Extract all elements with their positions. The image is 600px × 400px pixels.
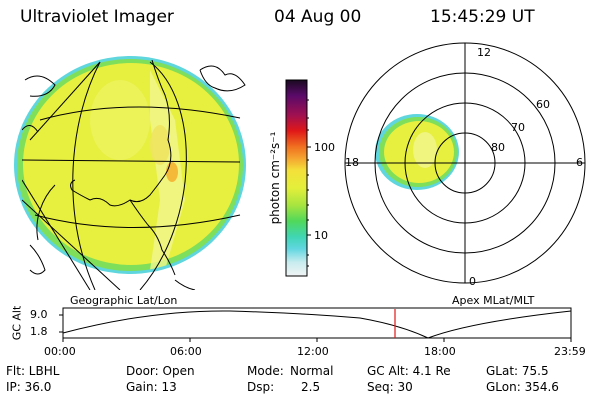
- observation-date: 04 Aug 00: [274, 7, 362, 27]
- info-gain: Gain: 13: [126, 380, 177, 394]
- info-mode-label: Mode:: [247, 364, 284, 378]
- info-glat: GLat: 75.5: [486, 364, 549, 378]
- info-filter: Flt: LBHL: [6, 364, 60, 378]
- timeline-xtick-1200: 12:00: [297, 345, 329, 358]
- altitude-curve: [62, 310, 572, 339]
- mlt-label-6: 6: [576, 156, 583, 169]
- colorbar-tick-100: 100: [314, 141, 335, 154]
- colorbar-tick-10: 10: [314, 229, 328, 242]
- apex-panel-title: Apex MLat/MLT: [452, 294, 535, 307]
- timeline-ytick-bottom: 1.8: [30, 325, 48, 338]
- timeline-xtick-0000: 00:00: [44, 345, 76, 358]
- mlt-label-0: 0: [469, 275, 476, 288]
- info-seq: Seq: 30: [367, 380, 413, 394]
- info-glon: GLon: 354.6: [486, 380, 559, 394]
- info-door: Door: Open: [126, 364, 195, 378]
- mlt-label-12: 12: [477, 46, 491, 59]
- instrument-title: Ultraviolet Imager: [20, 7, 174, 27]
- info-dsp-value: 2.5: [301, 380, 321, 394]
- mlat-label-80: 80: [491, 141, 505, 154]
- observation-time: 15:45:29 UT: [430, 7, 535, 27]
- mlat-label-70: 70: [511, 121, 525, 134]
- info-ip: IP: 36.0: [6, 380, 52, 394]
- timeline-frame: [62, 307, 572, 339]
- timeline-ylabel: GC Alt: [10, 305, 24, 341]
- mlat-label-60: 60: [536, 98, 550, 111]
- timeline-xtick-2359: 23:59: [554, 345, 586, 358]
- mlt-label-18: 18: [345, 156, 359, 169]
- info-dsp-label: Dsp:: [247, 380, 275, 394]
- timeline-xtick-1800: 18:00: [424, 345, 456, 358]
- timeline-xtick-0600: 06:00: [170, 345, 202, 358]
- info-mode-value: Normal: [290, 364, 334, 378]
- geo-map-lines: [22, 60, 246, 290]
- geo-panel-title: Geographic Lat/Lon: [70, 294, 178, 307]
- timeline-ytick-top: 9.0: [30, 308, 48, 321]
- info-gc-alt: GC Alt: 4.1 Re: [367, 364, 451, 378]
- polar-auroral-fill: [375, 114, 459, 190]
